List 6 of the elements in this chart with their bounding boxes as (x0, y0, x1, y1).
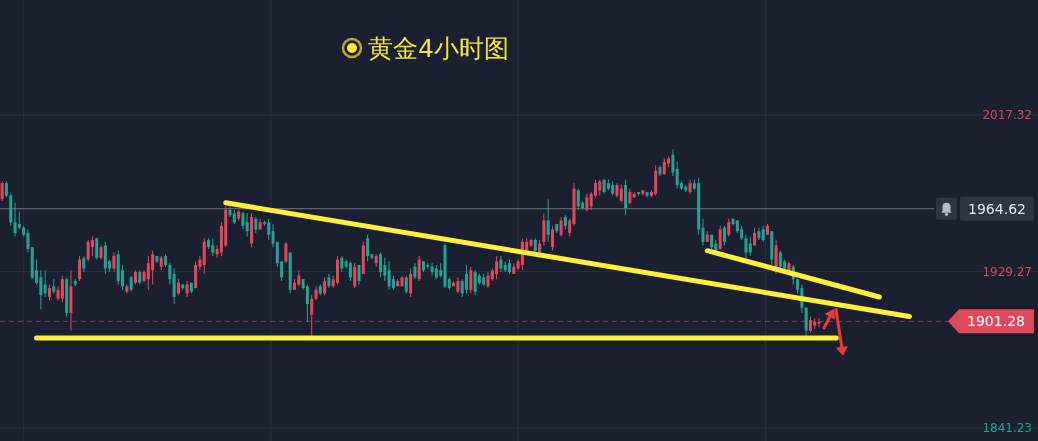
ref-label: 1901.28 (967, 313, 1025, 330)
ref-label: 1964.62 (968, 200, 1026, 217)
y-tick-label: 1841.23 (982, 421, 1032, 436)
y-tick-label: 2017.32 (982, 108, 1032, 122)
title: 黄金4小时图 (368, 34, 509, 63)
y-tick-label: 1929.27 (982, 264, 1032, 279)
